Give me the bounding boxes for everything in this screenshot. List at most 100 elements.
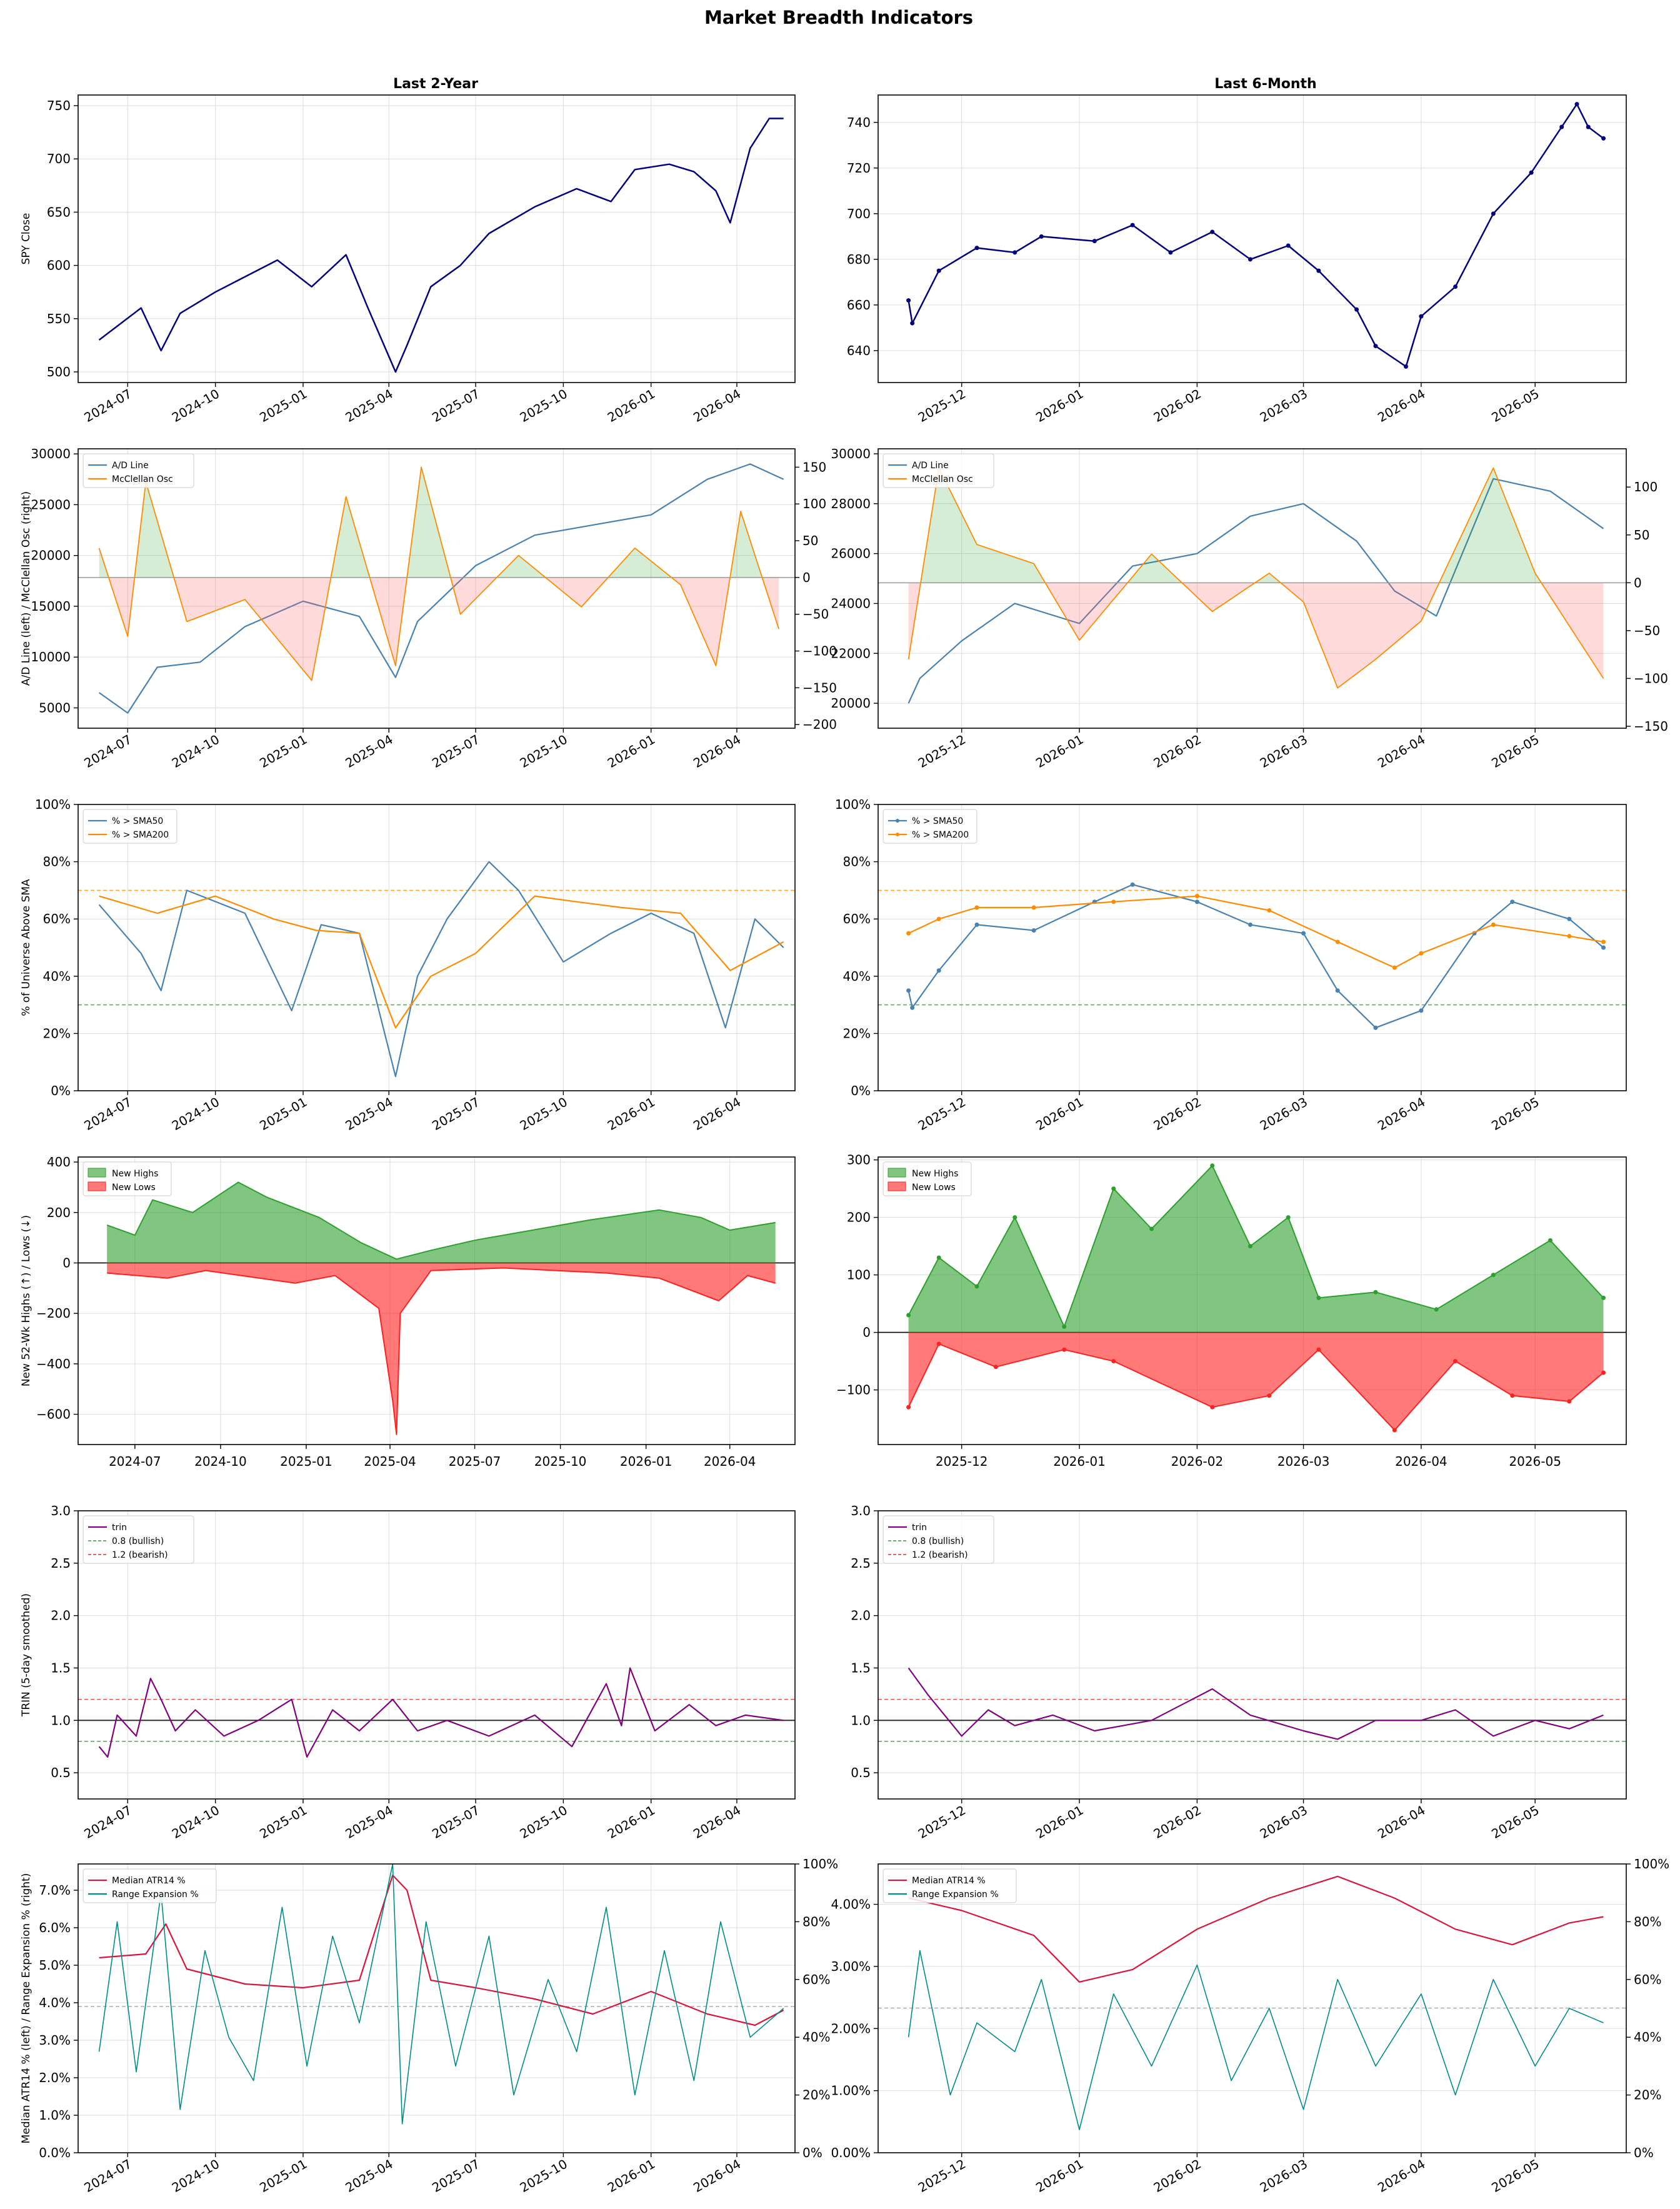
data-point xyxy=(906,988,911,993)
legend: trin 0.8 (bullish) 1.2 (bearish) xyxy=(82,1515,194,1564)
data-point xyxy=(1567,916,1572,921)
data-point xyxy=(1373,344,1378,349)
x-tick-label: 2026-04 xyxy=(704,1454,756,1469)
plot-area xyxy=(98,118,784,373)
data-point xyxy=(993,1365,998,1370)
data-point xyxy=(1149,1226,1154,1231)
data-point xyxy=(1194,899,1199,904)
legend: trin 0.8 (bullish) 1.2 (bearish) xyxy=(882,1515,994,1564)
data-point xyxy=(1210,1163,1215,1168)
data-point xyxy=(1031,928,1036,933)
data-point xyxy=(906,1313,911,1318)
axes-frame xyxy=(878,1863,1627,2153)
y-tick-label: 15000 xyxy=(31,599,71,614)
series-line-1 xyxy=(98,1864,784,2125)
y-axis-label: New 52-Wk Highs (↑) / Lows (↓) xyxy=(20,1215,32,1386)
y-tick-label: 60% xyxy=(843,911,871,926)
legend-label: Median ATR14 % xyxy=(912,1876,986,1886)
data-point xyxy=(1574,102,1579,107)
axes-frame xyxy=(78,448,796,729)
figure-title: Market Breadth Indicators xyxy=(704,7,973,28)
legend-swatch xyxy=(888,1168,906,1178)
y-tick-label: 20% xyxy=(43,1026,71,1041)
data-point xyxy=(1373,1290,1378,1295)
y-tick-label: 25000 xyxy=(31,497,71,512)
data-point xyxy=(1419,314,1424,319)
legend-label: 1.2 (bearish) xyxy=(912,1550,968,1560)
series-line-0 xyxy=(98,463,784,714)
data-point xyxy=(1392,965,1397,970)
data-point xyxy=(1210,1405,1215,1410)
y-tick-label: 1.5 xyxy=(851,1660,871,1675)
y-tick-label: 2.5 xyxy=(851,1556,871,1571)
legend-label: New Highs xyxy=(912,1169,958,1179)
data-point xyxy=(1529,170,1534,175)
y-tick-label: 22000 xyxy=(831,646,871,661)
series-line-0 xyxy=(98,118,784,373)
data-point xyxy=(974,922,979,927)
y2-tick-label: −150 xyxy=(1634,719,1668,734)
y2-tick-label: −50 xyxy=(802,607,829,622)
y-tick-label: 100% xyxy=(835,797,871,812)
legend-swatch xyxy=(88,1168,106,1178)
axes-frame xyxy=(78,1156,796,1445)
plot-area xyxy=(878,1163,1626,1433)
data-point xyxy=(1419,951,1424,956)
data-point xyxy=(1012,1215,1018,1220)
y-tick-label: 10000 xyxy=(31,649,71,664)
y2-tick-label: 0% xyxy=(1634,2145,1654,2160)
data-point xyxy=(1559,124,1564,129)
y-tick-label: 200 xyxy=(847,1210,871,1225)
y-tick-label: 100% xyxy=(35,797,71,812)
y-tick-label: 680 xyxy=(847,252,871,267)
data-point xyxy=(1039,234,1044,239)
y-tick-label: 200 xyxy=(47,1205,71,1220)
y2-tick-label: 40% xyxy=(1634,2030,1661,2045)
data-point xyxy=(910,321,915,326)
series-line-0 xyxy=(908,1165,1604,1328)
y2-tick-label: 100 xyxy=(1634,479,1658,494)
plot-area xyxy=(908,1667,1604,1740)
axes-frame xyxy=(878,1510,1627,1800)
y2-tick-label: 60% xyxy=(1634,1972,1661,1987)
axes-frame xyxy=(78,1863,796,2153)
plot-area xyxy=(98,1864,784,2125)
positive-fill xyxy=(99,467,779,578)
y2-tick-label: −200 xyxy=(802,717,837,732)
y-tick-label: 5.0% xyxy=(39,1958,71,1973)
y-tick-label: 300 xyxy=(847,1153,871,1168)
series-line-1 xyxy=(98,466,779,681)
y-tick-label: 640 xyxy=(847,343,871,358)
y-tick-label: 24000 xyxy=(831,596,871,611)
legend-marker xyxy=(896,833,899,836)
y2-tick-label: 20% xyxy=(802,2088,830,2103)
legend-swatch xyxy=(88,1181,106,1191)
y-tick-label: 2.0 xyxy=(851,1608,871,1623)
legend-label: % > SMA200 xyxy=(912,830,969,840)
legend-marker xyxy=(896,819,899,823)
legend-label: 1.2 (bearish) xyxy=(112,1550,168,1560)
data-point xyxy=(1210,229,1215,234)
data-point xyxy=(936,268,941,273)
y-tick-label: 500 xyxy=(47,364,71,379)
data-point xyxy=(1419,1008,1424,1013)
y-tick-label: 40% xyxy=(843,969,871,984)
data-point xyxy=(1601,136,1606,141)
axes-frame xyxy=(78,1510,796,1800)
data-point xyxy=(1491,922,1496,927)
y-tick-label: −400 xyxy=(36,1356,71,1371)
data-point xyxy=(974,905,979,910)
legend-frame xyxy=(882,1868,1017,1903)
data-point xyxy=(1267,908,1272,913)
y-tick-label: −600 xyxy=(36,1407,71,1422)
y2-tick-label: −100 xyxy=(1634,671,1668,686)
y-tick-label: 600 xyxy=(47,258,71,273)
y2-tick-label: 100% xyxy=(1634,1856,1669,1871)
y2-tick-label: 20% xyxy=(1634,2088,1661,2103)
y-tick-label: 20000 xyxy=(831,696,871,711)
data-point xyxy=(1168,250,1173,255)
data-point xyxy=(1316,1347,1321,1352)
legend-label: A/D Line xyxy=(912,461,949,471)
axes-frame xyxy=(878,448,1627,729)
